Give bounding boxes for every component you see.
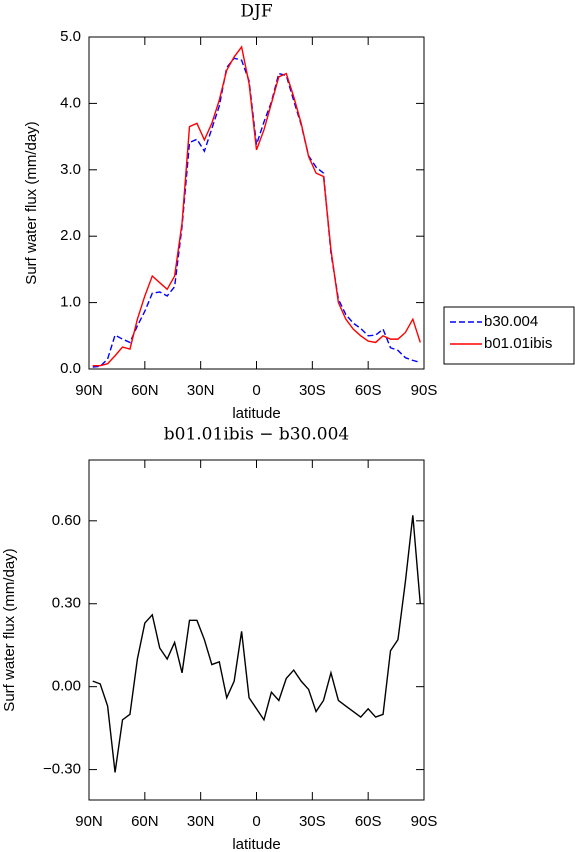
legend-label: b01.01ibis	[484, 335, 552, 352]
y-tick-label: 0.00	[52, 678, 81, 695]
legend-box	[443, 306, 575, 365]
plot-frame	[88, 459, 425, 801]
x-tick-label: 90N	[75, 382, 103, 399]
y-tick-label: 0.60	[52, 512, 81, 529]
data-line	[92, 57, 421, 368]
y-tick-label: 4.0	[60, 94, 81, 111]
x-tick-label: 30N	[187, 813, 215, 830]
x-tick-label: 90N	[75, 813, 103, 830]
chart-title: DJF	[240, 2, 272, 22]
x-axis-label: latitude	[232, 405, 280, 422]
x-tick-label: 30S	[299, 813, 326, 830]
data-line	[92, 515, 421, 773]
x-tick-label: 90S	[411, 382, 438, 399]
y-tick-label: 1.0	[60, 294, 81, 311]
x-tick-label: 30S	[299, 382, 326, 399]
legend-label: b30.004	[484, 313, 538, 330]
x-tick-label: 0	[252, 382, 260, 399]
chart-title: b01.01ibis − b30.004	[164, 425, 349, 445]
y-tick-label: 2.0	[60, 227, 81, 244]
y-tick-label: 3.0	[60, 161, 81, 178]
y-axis-label: Surf water flux (mm/day)	[1, 548, 18, 711]
x-tick-label: 30N	[187, 382, 215, 399]
x-tick-label: 60S	[355, 382, 382, 399]
y-tick-label: 5.0	[60, 28, 81, 45]
plot-frame	[88, 36, 425, 370]
x-tick-label: 60N	[131, 382, 159, 399]
x-tick-label: 60N	[131, 813, 159, 830]
x-axis-label: latitude	[232, 836, 280, 852]
y-tick-label: 0.0	[60, 360, 81, 377]
y-tick-label: −0.30	[43, 761, 81, 778]
data-line	[92, 45, 421, 367]
x-tick-label: 0	[252, 813, 260, 830]
x-tick-label: 90S	[411, 813, 438, 830]
y-axis-label: Surf water flux (mm/day)	[23, 121, 40, 284]
x-tick-label: 60S	[355, 813, 382, 830]
y-tick-label: 0.30	[52, 595, 81, 612]
